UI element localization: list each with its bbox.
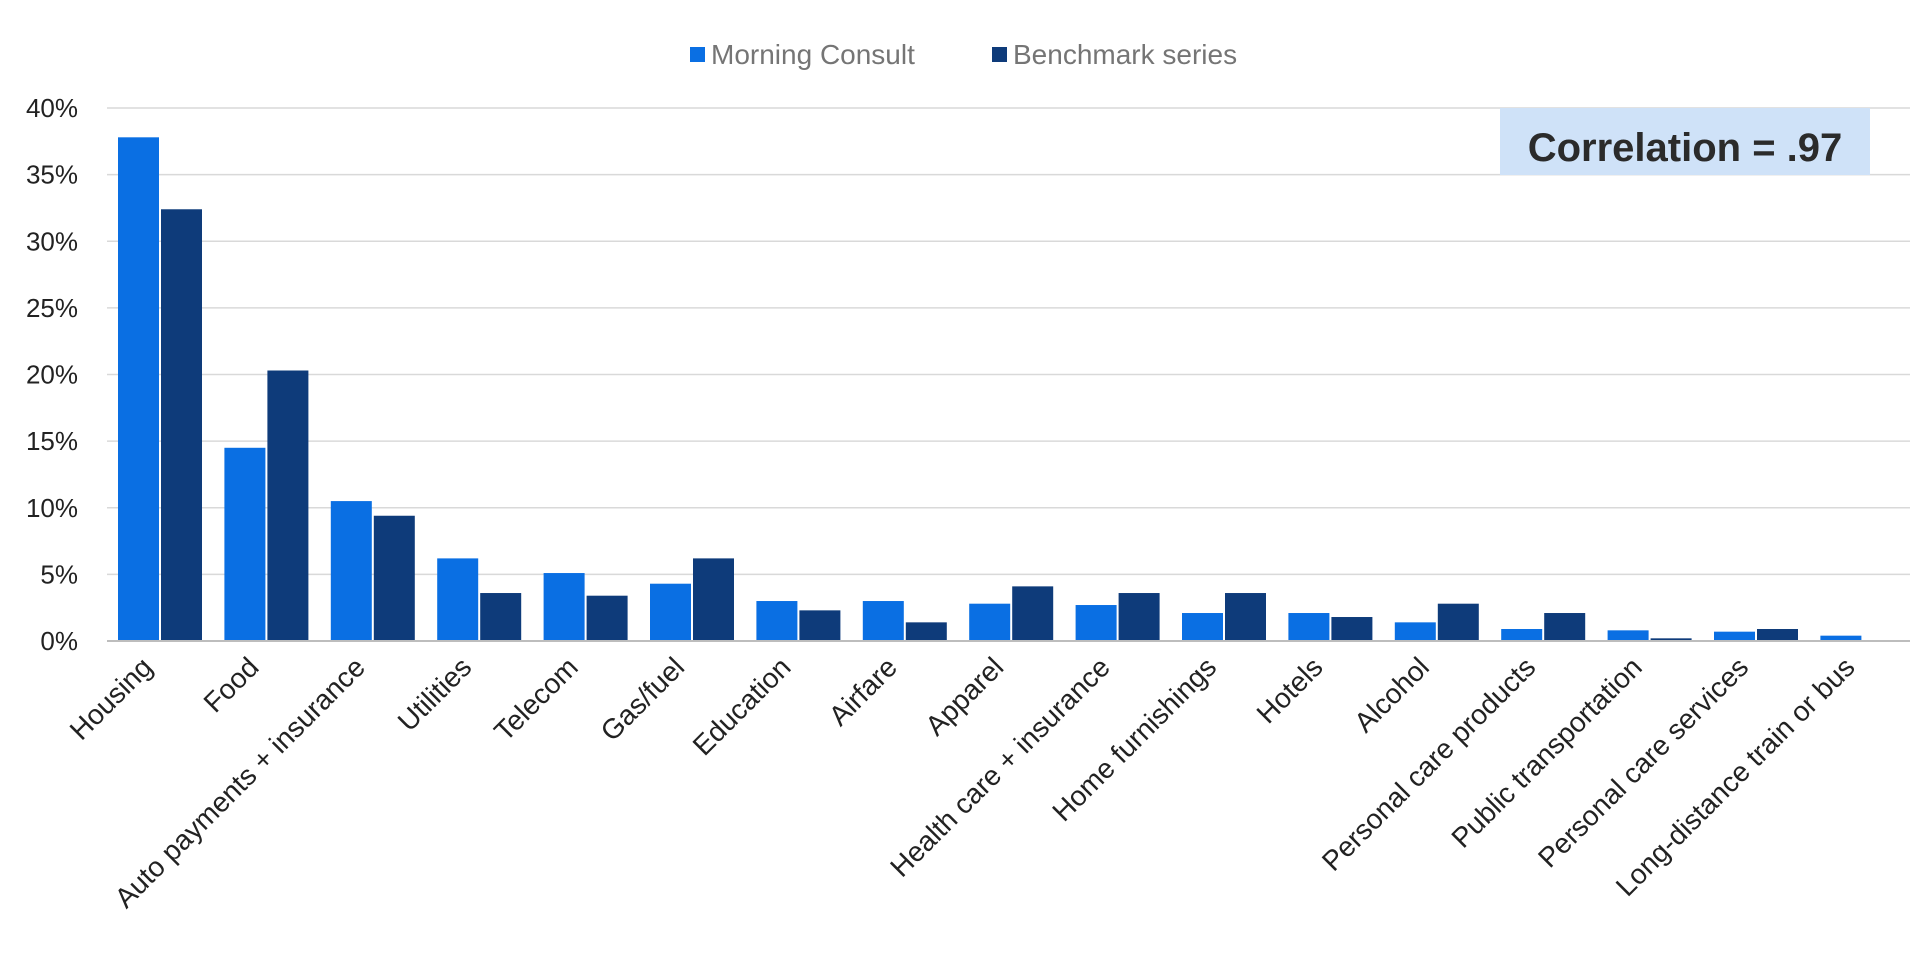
- bar-morning-consult-0: [118, 137, 159, 641]
- x-tick-label: Apparel: [919, 651, 1009, 741]
- legend-label: Morning Consult: [711, 39, 915, 70]
- x-tick-label: Housing: [64, 651, 159, 746]
- gridlines: [107, 107, 1910, 576]
- bar-morning-consult-13: [1501, 629, 1543, 641]
- x-tick-label: Alcohol: [1348, 651, 1435, 738]
- x-tick-label: Hotels: [1251, 651, 1329, 729]
- bar-benchmark-5: [693, 558, 734, 641]
- bar-morning-consult-2: [330, 501, 372, 641]
- annotation-box: [1500, 108, 1870, 175]
- bar-benchmark-12: [1437, 603, 1479, 641]
- bar-benchmark-8: [1012, 586, 1054, 641]
- y-tick-label: 30%: [26, 226, 78, 256]
- bar-morning-consult-9: [1075, 605, 1117, 641]
- y-tick-label: 10%: [26, 493, 78, 523]
- bar-morning-consult-15: [1714, 631, 1755, 641]
- bar-morning-consult-10: [1182, 613, 1223, 641]
- bar-morning-consult-12: [1394, 622, 1436, 641]
- bar-morning-consult-7: [862, 601, 904, 641]
- y-tick-label: 0%: [40, 626, 78, 656]
- bar-benchmark-7: [905, 622, 947, 641]
- x-tick-label: Personal care services: [1532, 651, 1754, 873]
- x-tick-label: Telecom: [488, 651, 584, 747]
- x-tick-label: Gas/fuel: [595, 651, 691, 747]
- legend-swatch: [992, 47, 1007, 62]
- bar-benchmark-11: [1331, 617, 1373, 641]
- bars: [118, 137, 1862, 641]
- bar-benchmark-9: [1118, 593, 1160, 641]
- y-tick-label: 40%: [26, 93, 78, 123]
- bar-morning-consult-3: [437, 558, 479, 641]
- x-tick-label: Public transportation: [1445, 651, 1647, 853]
- y-axis: 0% 5% 10% 15% 20% 25% 30% 35% 40%: [26, 93, 78, 656]
- y-tick-label: 5%: [40, 559, 78, 589]
- bar-morning-consult-4: [543, 573, 585, 641]
- bar-morning-consult-6: [756, 601, 798, 641]
- y-tick-label: 20%: [26, 360, 78, 390]
- bar-morning-consult-14: [1607, 630, 1649, 641]
- bar-morning-consult-11: [1288, 613, 1330, 641]
- y-tick-label: 25%: [26, 293, 78, 323]
- bar-benchmark-0: [161, 209, 202, 641]
- bar-morning-consult-8: [969, 603, 1011, 641]
- bar-morning-consult-5: [650, 583, 691, 641]
- bar-benchmark-15: [1757, 629, 1798, 641]
- legend-label: Benchmark series: [1013, 39, 1237, 70]
- bar-benchmark-3: [480, 593, 522, 641]
- x-tick-label: Airfare: [823, 651, 903, 731]
- annotation-text: Correlation = .97: [1528, 126, 1843, 170]
- bar-benchmark-4: [586, 595, 628, 641]
- y-tick-label: 15%: [26, 426, 78, 456]
- x-tick-label: Health care + insurance: [884, 651, 1116, 883]
- x-tick-label: Education: [687, 651, 797, 761]
- bar-morning-consult-16: [1820, 635, 1862, 641]
- bar-benchmark-14: [1650, 638, 1692, 641]
- bar-benchmark-13: [1544, 613, 1586, 641]
- bar-benchmark-2: [373, 515, 415, 641]
- bar-benchmark-6: [799, 610, 841, 641]
- legend-swatch: [690, 47, 705, 62]
- x-tick-label: Personal care products: [1316, 651, 1542, 877]
- legend: Morning Consult Benchmark series: [690, 39, 1237, 70]
- bar-benchmark-1: [267, 370, 309, 641]
- x-tick-label: Food: [198, 651, 265, 718]
- x-tick-label: Utilities: [392, 651, 478, 737]
- y-tick-label: 35%: [26, 160, 78, 190]
- correlation-annotation: Correlation = .97: [1500, 108, 1870, 175]
- bar-benchmark-10: [1225, 593, 1266, 641]
- bar-morning-consult-1: [224, 447, 266, 641]
